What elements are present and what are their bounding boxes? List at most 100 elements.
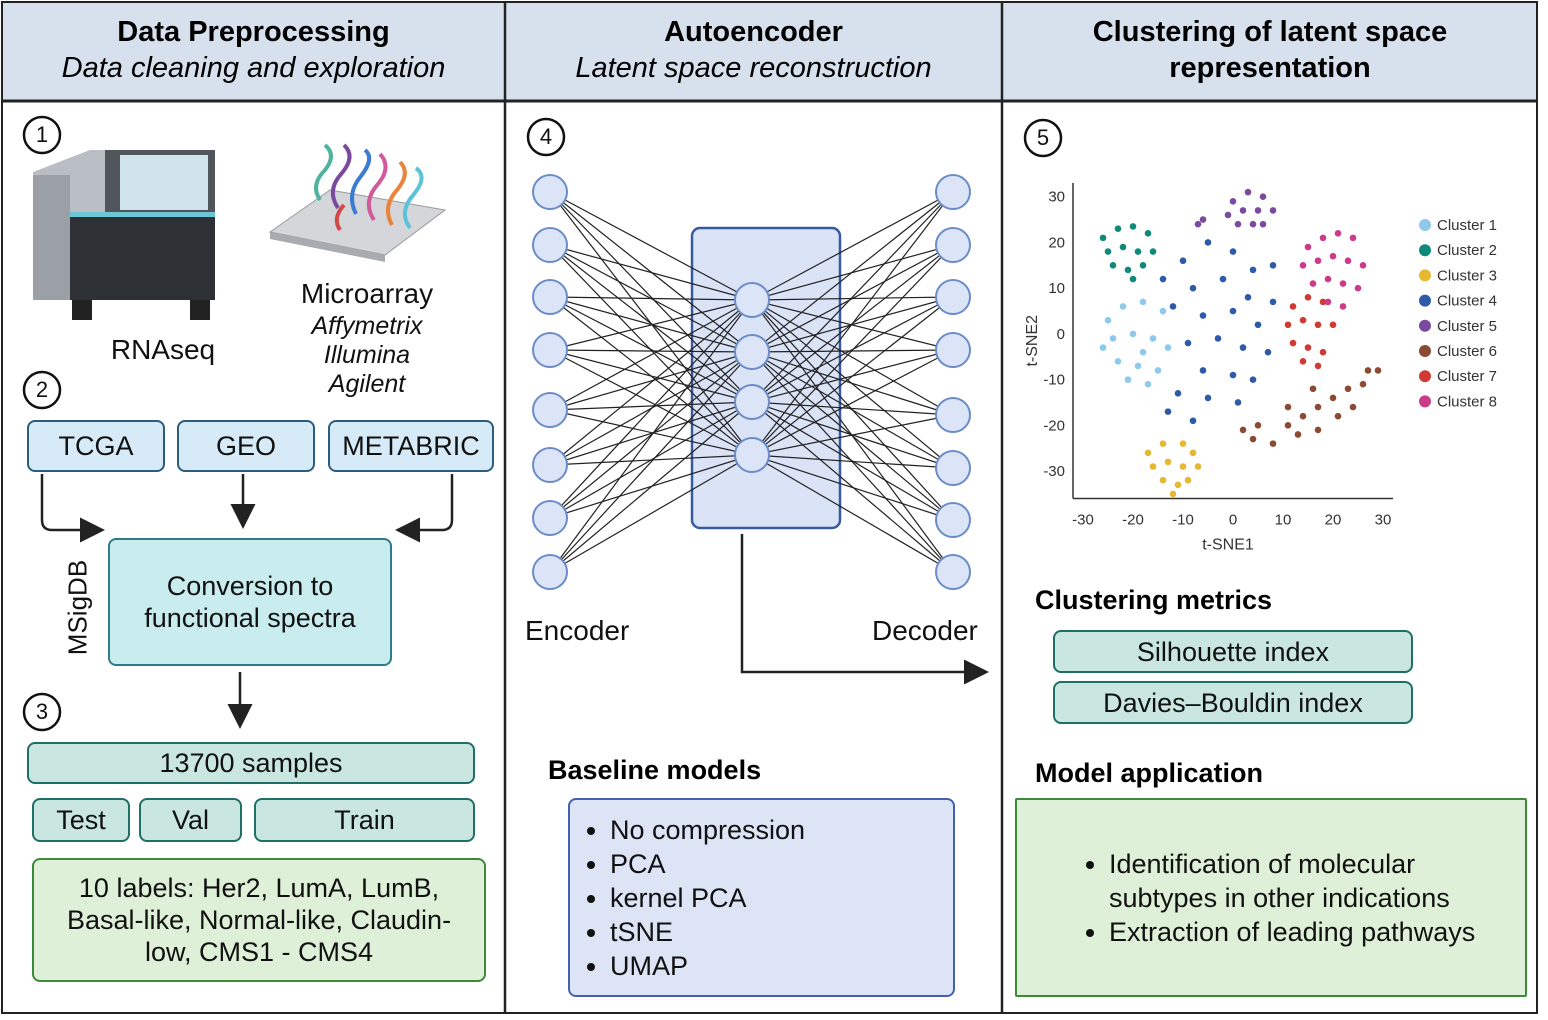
edge bbox=[751, 349, 954, 456]
legend-label: Cluster 3 bbox=[1437, 267, 1497, 284]
neuron bbox=[532, 554, 568, 590]
arrows bbox=[40, 474, 989, 729]
point bbox=[1299, 412, 1307, 420]
point bbox=[1299, 262, 1307, 269]
network bbox=[532, 174, 971, 590]
point bbox=[1284, 321, 1292, 329]
point bbox=[1374, 367, 1382, 374]
application-box: Identification of molecular subtypes in … bbox=[1015, 798, 1527, 997]
edge bbox=[549, 351, 753, 573]
point bbox=[1159, 476, 1167, 484]
latent-box bbox=[690, 226, 842, 530]
edge bbox=[549, 349, 753, 353]
neuron bbox=[532, 227, 568, 263]
point bbox=[1269, 440, 1277, 447]
baseline-item: UMAP bbox=[610, 949, 805, 983]
edge bbox=[751, 454, 954, 573]
edge bbox=[549, 299, 753, 573]
point bbox=[1149, 463, 1157, 470]
point bbox=[1144, 380, 1152, 388]
section-title: Baseline models bbox=[548, 755, 762, 785]
point bbox=[1139, 348, 1147, 356]
baseline-item: tSNE bbox=[610, 915, 805, 949]
y-tick-label: 0 bbox=[1057, 326, 1065, 343]
conversion-box: Conversion to functional spectra bbox=[108, 538, 392, 666]
point bbox=[1144, 449, 1152, 457]
neuron bbox=[935, 174, 971, 210]
panel-subtitle: Latent space reconstruction bbox=[575, 52, 932, 84]
point bbox=[1119, 303, 1127, 310]
point bbox=[1189, 417, 1197, 425]
point bbox=[1329, 394, 1337, 402]
point bbox=[1179, 257, 1187, 265]
point bbox=[1129, 330, 1137, 338]
legend-swatch bbox=[1419, 244, 1431, 257]
point bbox=[1104, 248, 1112, 255]
step-number: 3 bbox=[35, 699, 49, 724]
neuron bbox=[935, 554, 971, 590]
y-axis-label: t-SNE2 bbox=[1024, 315, 1041, 367]
legend-label: Cluster 6 bbox=[1437, 343, 1497, 360]
point bbox=[1224, 211, 1232, 219]
neuron bbox=[734, 384, 770, 420]
point bbox=[1239, 207, 1247, 214]
edge bbox=[751, 296, 954, 353]
neuron bbox=[532, 279, 568, 315]
header-band bbox=[2, 2, 1537, 101]
point bbox=[1219, 275, 1227, 283]
point bbox=[1319, 298, 1327, 306]
legend-swatch bbox=[1419, 395, 1431, 408]
database: METABRIC bbox=[328, 420, 494, 472]
edge bbox=[751, 351, 954, 521]
legend-swatch bbox=[1419, 219, 1431, 231]
point bbox=[1239, 344, 1247, 351]
edge bbox=[549, 191, 753, 403]
neuron bbox=[532, 174, 568, 210]
point bbox=[1164, 408, 1172, 415]
microarray-icon bbox=[268, 143, 447, 262]
edge bbox=[549, 401, 753, 411]
database: GEO bbox=[177, 420, 315, 472]
edge bbox=[549, 401, 753, 466]
point bbox=[1319, 234, 1327, 242]
point bbox=[1259, 220, 1267, 228]
legend-label: Cluster 7 bbox=[1437, 368, 1497, 385]
step-number: 4 bbox=[539, 124, 553, 149]
point bbox=[1329, 252, 1337, 260]
point bbox=[1179, 440, 1187, 447]
edge bbox=[549, 296, 753, 301]
point bbox=[1119, 243, 1127, 251]
point bbox=[1134, 362, 1142, 370]
section-title: Model application bbox=[1035, 758, 1264, 788]
point bbox=[1184, 476, 1192, 484]
point bbox=[1194, 220, 1202, 228]
baseline-list: No compression PCA kernel PCA tSNE UMAP bbox=[570, 813, 805, 983]
point bbox=[1339, 303, 1347, 310]
point bbox=[1354, 284, 1362, 292]
point bbox=[1314, 426, 1322, 434]
edge bbox=[751, 299, 954, 416]
panel-subtitle: Data cleaning and exploration bbox=[61, 52, 446, 84]
step-number: 1 bbox=[35, 122, 49, 147]
samples-box: 13700 samples bbox=[27, 742, 475, 784]
point bbox=[1264, 348, 1272, 356]
sequencer-icon bbox=[33, 150, 215, 320]
point bbox=[1229, 248, 1237, 255]
point bbox=[1359, 262, 1367, 269]
point bbox=[1319, 348, 1327, 356]
point bbox=[1284, 403, 1292, 411]
neuron bbox=[935, 279, 971, 315]
point bbox=[1269, 262, 1277, 269]
point bbox=[1204, 394, 1212, 402]
point bbox=[1254, 422, 1262, 429]
point bbox=[1314, 257, 1322, 265]
y-tick-label: -10 bbox=[1043, 372, 1065, 389]
application-item: Identification of molecular subtypes in … bbox=[1109, 847, 1489, 915]
x-tick-label: 30 bbox=[1375, 512, 1392, 529]
panel-title: Clustering of latent space representatio… bbox=[1092, 16, 1448, 84]
point bbox=[1249, 376, 1257, 383]
x-tick-label: 10 bbox=[1275, 512, 1292, 529]
x-tick-label: 20 bbox=[1325, 512, 1342, 529]
edge bbox=[751, 351, 954, 416]
scatter-plot: -30 -20 -10 0 10 20 30 -30 -20 -10 0 10 20 30 t-SNE1 t-… bbox=[1024, 183, 1497, 554]
